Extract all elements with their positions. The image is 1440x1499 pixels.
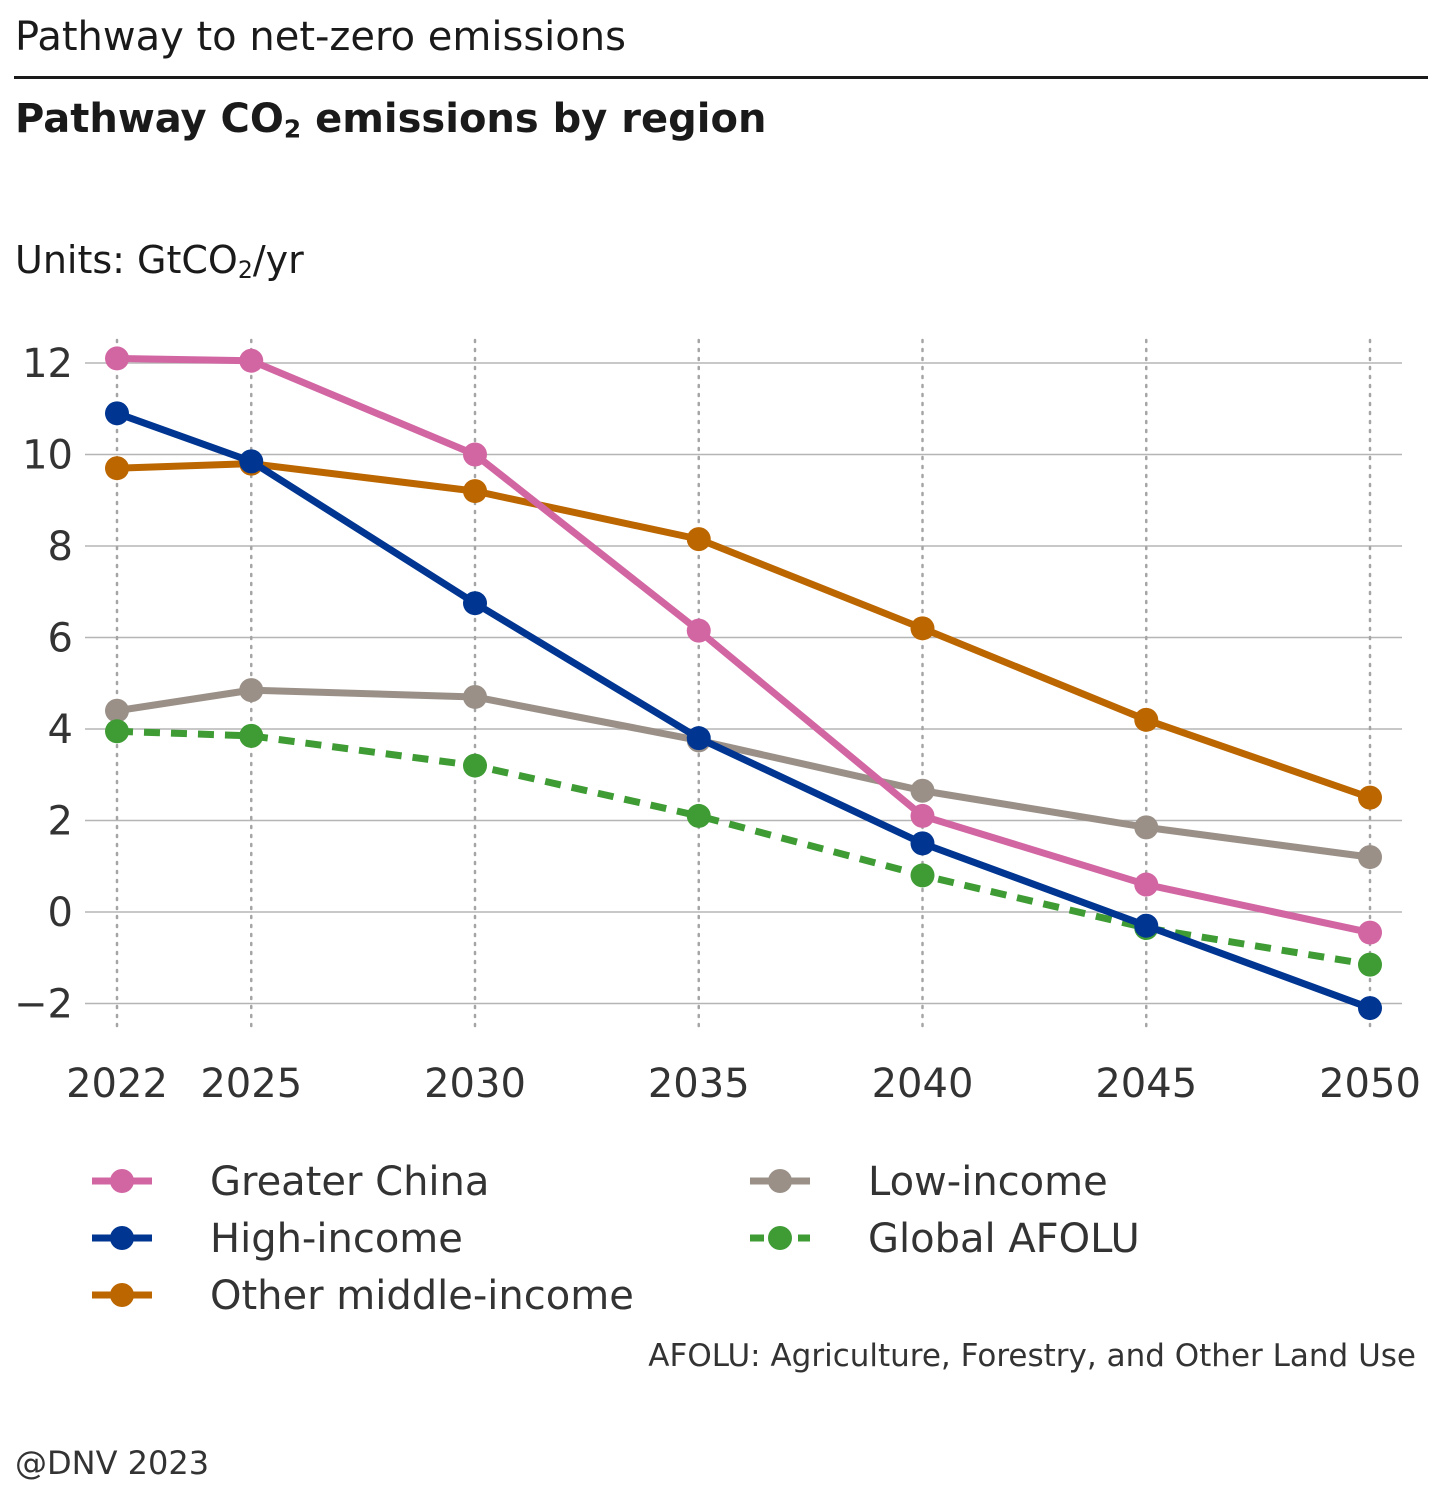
data-point [463, 591, 487, 616]
legend-label: Low-income [868, 1159, 1108, 1205]
data-point [239, 723, 264, 748]
legend-label: Greater China [210, 1159, 489, 1205]
data-point [910, 616, 935, 641]
data-point [105, 698, 129, 723]
y-tick-label: 4 [48, 707, 73, 753]
y-tick-label: 2 [48, 799, 73, 845]
legend-label: High-income [210, 1216, 463, 1262]
x-tick-label: 2030 [424, 1061, 526, 1107]
x-tick-label: 2040 [872, 1061, 974, 1107]
data-point [463, 753, 487, 778]
y-tick-label: 12 [22, 341, 73, 387]
data-point [686, 618, 711, 643]
data-point [463, 479, 487, 504]
chart-title-pre: Pathway CO [15, 96, 284, 142]
series-line [115, 410, 1372, 1012]
data-point [1134, 815, 1159, 840]
legend-swatch-marker [768, 1226, 792, 1250]
y-tick-label: 10 [22, 433, 73, 479]
data-point [1358, 996, 1382, 1021]
x-tick-label: 2035 [648, 1061, 750, 1107]
data-point [239, 348, 264, 373]
title-divider [14, 76, 1428, 79]
units-pre: Units: GtCO [15, 238, 238, 282]
legend-swatch-marker [110, 1169, 134, 1193]
data-point [105, 456, 129, 481]
data-point [105, 401, 129, 426]
data-point [1358, 952, 1382, 977]
data-point [686, 726, 711, 751]
chart-title-post: emissions by region [301, 96, 767, 142]
x-tick-label: 2045 [1095, 1061, 1197, 1107]
x-tick-label: 2022 [66, 1061, 168, 1107]
data-point [1358, 845, 1382, 870]
data-point [105, 346, 129, 371]
data-point [239, 449, 264, 474]
data-point [105, 719, 129, 744]
chart-title-sub: 2 [283, 114, 302, 144]
legend-swatch-marker [768, 1169, 792, 1193]
data-point [239, 678, 264, 703]
data-point [910, 778, 935, 803]
data-point [910, 863, 935, 888]
x-tick-label: 2025 [200, 1061, 302, 1107]
y-tick-label: −2 [14, 982, 73, 1028]
data-point [1134, 913, 1159, 938]
data-point [463, 442, 487, 467]
series-line [116, 727, 1371, 969]
legend-label: Global AFOLU [868, 1216, 1140, 1262]
data-point [1134, 707, 1159, 732]
series-line [116, 354, 1371, 937]
data-point [910, 803, 935, 828]
series-line [116, 686, 1371, 861]
data-point [910, 831, 935, 856]
legend-label: Other middle-income [210, 1273, 634, 1319]
data-point [463, 684, 487, 709]
copyright: @DNV 2023 [15, 1444, 210, 1482]
x-tick-label: 2050 [1319, 1061, 1421, 1107]
data-point [1134, 872, 1159, 897]
y-tick-label: 0 [48, 890, 73, 936]
data-point [1358, 920, 1382, 945]
afolu-note: AFOLU: Agriculture, Forestry, and Other … [648, 1338, 1416, 1374]
legend-swatch-marker [110, 1283, 134, 1307]
units-label: Units: GtCO2/yr [15, 238, 304, 284]
page-title: Pathway to net-zero emissions [15, 14, 626, 60]
data-point [1358, 785, 1382, 810]
units-sub: 2 [237, 256, 253, 285]
units-post: /yr [252, 238, 304, 282]
data-point [686, 527, 711, 552]
legend-swatch-marker [110, 1226, 134, 1250]
y-tick-label: 6 [48, 616, 73, 662]
y-tick-label: 8 [48, 524, 73, 570]
chart-title: Pathway CO2 emissions by region [15, 96, 766, 143]
data-point [686, 803, 711, 828]
